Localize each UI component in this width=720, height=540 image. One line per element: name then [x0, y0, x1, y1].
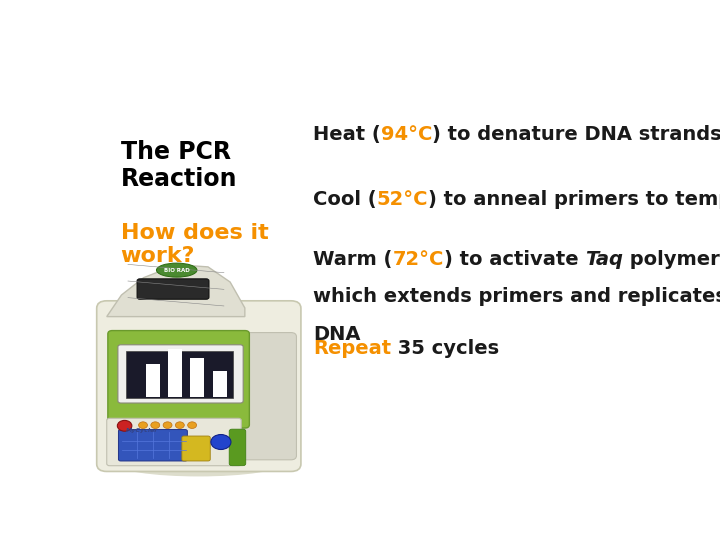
FancyBboxPatch shape — [182, 436, 210, 461]
Text: 52°C: 52°C — [377, 190, 428, 208]
Bar — [145, 364, 160, 396]
Ellipse shape — [156, 263, 197, 277]
Text: polymerase,: polymerase, — [624, 250, 720, 269]
Text: Heat (: Heat ( — [313, 125, 381, 144]
Circle shape — [163, 422, 172, 428]
FancyBboxPatch shape — [108, 330, 249, 428]
FancyBboxPatch shape — [119, 429, 187, 461]
Bar — [213, 370, 227, 396]
Text: Cool (: Cool ( — [313, 190, 377, 208]
Text: DNA: DNA — [313, 325, 361, 343]
Text: which extends primers and replicates: which extends primers and replicates — [313, 287, 720, 306]
Text: Taq: Taq — [585, 250, 624, 269]
FancyBboxPatch shape — [137, 279, 209, 299]
Circle shape — [138, 422, 148, 428]
FancyBboxPatch shape — [229, 429, 246, 465]
FancyBboxPatch shape — [96, 301, 301, 471]
Circle shape — [176, 422, 184, 428]
Text: MyCycler: MyCycler — [126, 428, 158, 433]
Text: Warm (: Warm ( — [313, 250, 392, 269]
Bar — [126, 351, 233, 397]
Circle shape — [211, 435, 231, 449]
Text: 72°C: 72°C — [392, 250, 444, 269]
Text: BIO RAD: BIO RAD — [164, 268, 189, 273]
FancyBboxPatch shape — [118, 345, 243, 403]
Text: How does it
work?: How does it work? — [121, 223, 269, 266]
Circle shape — [117, 421, 132, 431]
FancyBboxPatch shape — [107, 418, 241, 465]
Polygon shape — [107, 265, 245, 316]
Text: ) to anneal primers to template: ) to anneal primers to template — [428, 190, 720, 208]
Text: 35 cycles: 35 cycles — [392, 339, 500, 358]
Circle shape — [188, 422, 197, 428]
FancyBboxPatch shape — [234, 333, 297, 460]
Text: ) to activate: ) to activate — [444, 250, 585, 269]
Text: Repeat: Repeat — [313, 339, 392, 358]
Text: ) to denature DNA strands: ) to denature DNA strands — [432, 125, 720, 144]
Text: 94°C: 94°C — [381, 125, 432, 144]
Text: The PCR
Reaction: The PCR Reaction — [121, 140, 237, 192]
Bar — [168, 349, 182, 396]
Ellipse shape — [116, 451, 282, 476]
Circle shape — [150, 422, 160, 428]
Bar — [190, 357, 204, 396]
